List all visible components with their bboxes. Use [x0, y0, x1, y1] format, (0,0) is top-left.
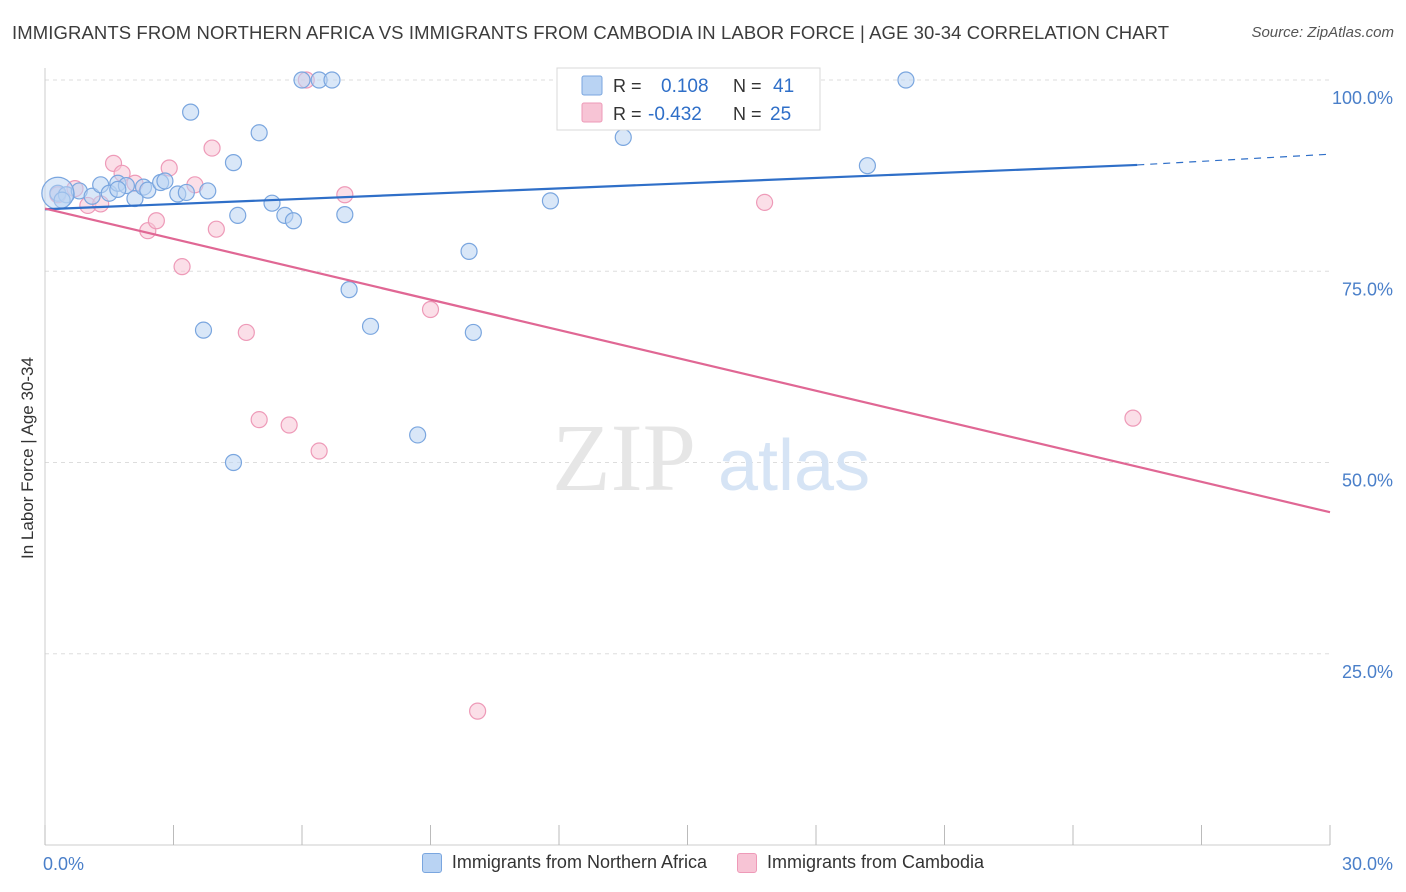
legend-label-cambodia: Immigrants from Cambodia: [767, 852, 985, 872]
chart-source: Source: ZipAtlas.com: [1251, 24, 1394, 41]
y-tick-label-1: 50.0%: [1342, 471, 1393, 491]
northern-africa-point-29: [194, 321, 213, 339]
series-legend: Immigrants from Northern Africa Immigran…: [0, 852, 1406, 873]
stats-legend-swatch-pink: [581, 102, 603, 123]
cambodia-point-14: [237, 323, 255, 342]
northern-africa-point-31: [409, 426, 427, 444]
stats-legend-r-label-blue: R =: [613, 76, 642, 96]
x-tick-label-0: 0.0%: [43, 854, 84, 874]
watermark-zip: ZIP: [552, 404, 696, 511]
northern-africa-point-35: [614, 128, 632, 146]
y-axis-label: In Labor Force | Age 30-34: [18, 357, 37, 559]
stats-legend-r-value-pink: -0.432: [648, 104, 702, 125]
northern-africa-point-22: [284, 212, 303, 230]
cambodia-point-20: [421, 300, 440, 319]
chart-title: IMMIGRANTS FROM NORTHERN AFRICA VS IMMIG…: [12, 22, 1170, 43]
northern-africa-point-14: [177, 183, 195, 202]
legend-swatch-cambodia: [737, 852, 757, 873]
stats-legend-n-value-pink: 25: [770, 104, 791, 125]
cambodia-point-15: [250, 411, 268, 429]
northern-africa-point-26: [336, 206, 354, 224]
northern-africa-point-30: [224, 453, 243, 472]
northern-africa-cluster-point: [41, 176, 75, 210]
x-tick-label-1: 30.0%: [1342, 854, 1393, 874]
cambodia-point-21: [469, 702, 487, 720]
cambodia-trend-line: [44, 207, 1331, 514]
northern-africa-point-38: [897, 71, 915, 89]
northern-africa-point-25: [323, 71, 341, 89]
northern-africa-trend-line: [44, 163, 1138, 211]
legend-swatch-northern-africa: [421, 852, 442, 873]
northern-africa-point-19: [250, 124, 268, 142]
cambodia-point-18: [310, 442, 328, 460]
cambodia-point-24: [1124, 409, 1142, 427]
northern-africa-point-33: [464, 323, 482, 342]
northern-africa-point-28: [361, 317, 380, 335]
legend-label-northern-africa: Immigrants from Northern Africa: [451, 852, 707, 872]
watermark-atlas: atlas: [718, 426, 870, 506]
northern-africa-point-16: [199, 182, 217, 200]
legend-item-cambodia: Immigrants from Cambodia: [737, 852, 984, 873]
stats-legend: R = 0.108 N = 41 R = -0.432 N = 25: [556, 67, 821, 131]
northern-africa-point-23: [293, 71, 311, 89]
y-tick-labels: 25.0% 50.0% 75.0% 100.0%: [1332, 88, 1393, 682]
series-northern-africa-points: [41, 71, 915, 472]
series-cambodia-points: [49, 71, 1142, 720]
cambodia-point-12: [203, 139, 221, 157]
northern-africa-point-37: [858, 157, 877, 175]
stats-legend-r-value-blue: 0.108: [661, 76, 709, 97]
northern-africa-trend-extension: [1137, 153, 1331, 166]
stats-legend-n-label-pink: N =: [733, 104, 762, 124]
northern-africa-point-3: [83, 187, 101, 205]
northern-africa-point-40: [109, 180, 127, 198]
northern-africa-point-15: [182, 103, 200, 121]
stats-legend-n-label-blue: N =: [733, 76, 762, 96]
trend-lines: [44, 153, 1331, 514]
northern-africa-point-18: [229, 206, 247, 225]
northern-africa-point-17: [224, 154, 243, 172]
northern-africa-point-27: [340, 281, 358, 299]
stats-legend-swatch-blue: [581, 75, 603, 96]
northern-africa-point-10: [139, 181, 157, 199]
cambodia-point-19: [336, 186, 354, 204]
cambodia-point-13: [207, 220, 225, 238]
y-tick-label-0: 25.0%: [1342, 662, 1393, 682]
legend-item-northern-africa: Immigrants from Northern Africa: [421, 852, 707, 873]
cambodia-point-16: [280, 416, 298, 434]
northern-africa-point-34: [541, 192, 560, 210]
x-tick-labels: 0.0% 30.0%: [43, 854, 1393, 874]
watermark: ZIP atlas: [552, 404, 870, 511]
northern-africa-point-20: [263, 194, 281, 212]
stats-legend-r-label-pink: R =: [613, 104, 642, 124]
y-tick-label-2: 75.0%: [1342, 279, 1393, 299]
cambodia-point-8: [147, 212, 165, 230]
stats-legend-n-value-blue: 41: [773, 76, 794, 97]
northern-africa-point-32: [460, 242, 478, 260]
cambodia-point-10: [173, 258, 191, 276]
cambodia-point-23: [755, 193, 774, 211]
y-tick-label-3: 100.0%: [1332, 88, 1393, 108]
northern-africa-point-12: [156, 172, 174, 190]
